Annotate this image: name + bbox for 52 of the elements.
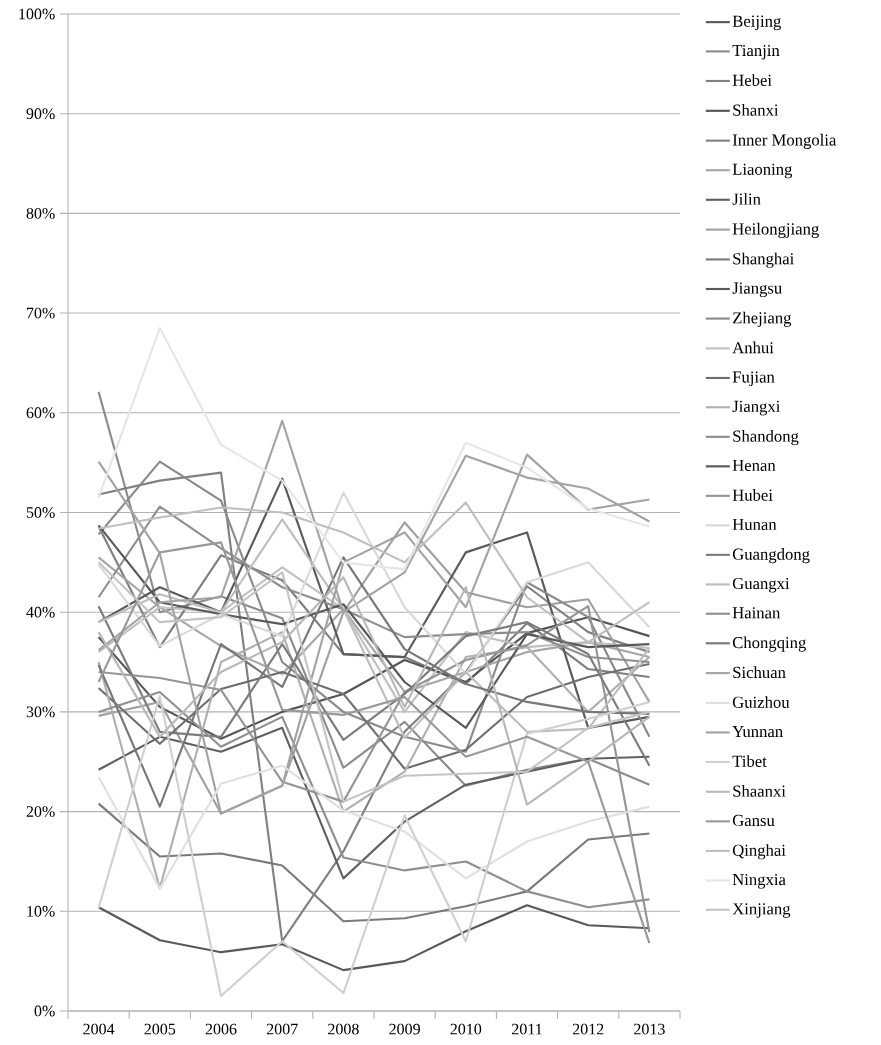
x-tick-label: 2012 bbox=[572, 1023, 604, 1035]
legend-label: Chongqing bbox=[732, 636, 806, 652]
y-tick-label: 30% bbox=[26, 706, 55, 718]
x-tick-label: 2008 bbox=[328, 1023, 359, 1035]
legend-label: Xinjiang bbox=[732, 903, 791, 918]
x-tick-label: 2011 bbox=[512, 1023, 542, 1035]
y-tick-label: 100% bbox=[19, 8, 55, 20]
x-tick-label: 2013 bbox=[634, 1023, 665, 1035]
legend-label: Guangdong bbox=[732, 548, 810, 564]
legend-label: Hunan bbox=[732, 518, 777, 530]
legend-label: Shanxi bbox=[733, 104, 779, 116]
y-tick-label: 70% bbox=[27, 307, 55, 319]
legend-label: Shaanxi bbox=[733, 785, 786, 797]
y-tick-label: 90% bbox=[26, 108, 55, 120]
legend-label: Gansu bbox=[732, 814, 775, 827]
legend-label: Inner Mongolia bbox=[732, 133, 837, 150]
y-tick-label: 80% bbox=[26, 207, 55, 219]
y-tick-label: 20% bbox=[26, 806, 55, 818]
legend-label: Hainan bbox=[732, 607, 781, 619]
legend-label: Zhejiang bbox=[733, 311, 792, 327]
legend-label: Fujian bbox=[732, 371, 775, 387]
legend-label: Jiangxi bbox=[732, 400, 781, 416]
legend-label: Hebei bbox=[732, 74, 772, 86]
y-tick-label: 60% bbox=[26, 407, 55, 419]
x-tick-label: 2004 bbox=[83, 1023, 115, 1035]
legend-label: Jilin bbox=[732, 192, 761, 205]
legend-label: Beijing bbox=[732, 15, 781, 31]
legend-label: Heilongjiang bbox=[732, 222, 819, 238]
legend-label: Qinghai bbox=[732, 844, 786, 860]
y-tick-label: 0% bbox=[34, 1005, 55, 1017]
y-tick-label: 10% bbox=[27, 905, 55, 917]
legend-label: Sichuan bbox=[733, 666, 786, 679]
x-tick-label: 2005 bbox=[144, 1023, 176, 1035]
x-tick-label: 2009 bbox=[389, 1023, 420, 1035]
legend-label: Shanghai bbox=[733, 252, 794, 268]
legend-label: Anhui bbox=[732, 341, 774, 354]
legend-label: Henan bbox=[732, 459, 776, 471]
x-tick-label: 2006 bbox=[205, 1023, 237, 1035]
y-tick-label: 50% bbox=[26, 507, 55, 518]
x-tick-label: 2007 bbox=[266, 1023, 298, 1035]
legend-label: Liaoning bbox=[732, 163, 793, 179]
legend-label: Hubei bbox=[732, 489, 773, 501]
legend-label: Jiangsu bbox=[732, 282, 782, 298]
legend-label: Yunnan bbox=[732, 726, 783, 738]
legend-label: Shandong bbox=[733, 430, 799, 446]
legend-label: Guizhou bbox=[732, 696, 790, 708]
legend-label: Ningxia bbox=[732, 873, 786, 889]
x-tick-label: 2010 bbox=[450, 1023, 482, 1035]
y-tick-label: 40% bbox=[26, 606, 55, 618]
legend-label: Tibet bbox=[732, 755, 767, 767]
legend-label: Guangxi bbox=[732, 577, 790, 593]
legend-label: Tianjin bbox=[732, 44, 780, 60]
